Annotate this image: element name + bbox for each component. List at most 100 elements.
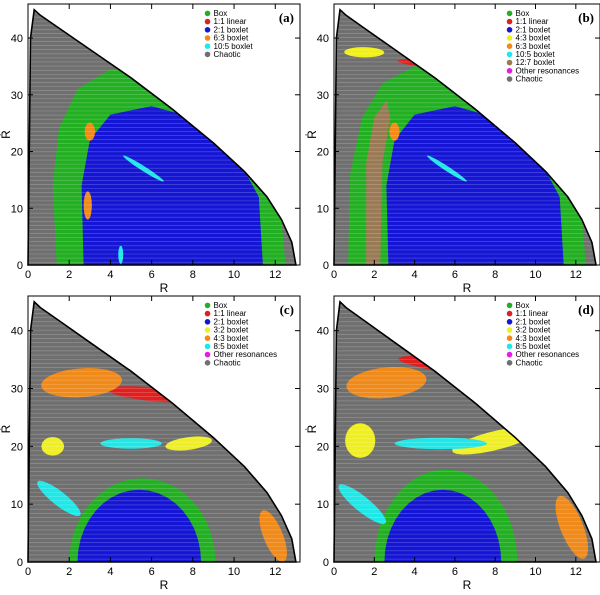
legend-marker [204,18,211,25]
legend-marker [506,43,513,49]
legend-entry: Other resonances [516,350,580,359]
orbit-region-5 [389,122,400,141]
legend-marker [506,351,513,358]
legend-marker [204,27,211,33]
y-tick-label: 20 [317,147,329,159]
y-tick-label: 20 [317,441,329,453]
legend-marker [506,18,513,25]
x-axis-label: R [463,281,472,295]
orbit-region-4 [118,245,124,264]
x-tick-label: 0 [25,566,31,578]
legend-marker [506,51,513,58]
legend-entry: Chaotic [516,358,543,367]
panel-label: (b) [578,10,594,25]
legend-entry: Chaotic [516,75,543,84]
legend-marker [506,76,513,82]
legend-entry: 8:5 boxlet [516,342,551,351]
y-tick-label: 40 [11,33,23,45]
orbit-region-1 [366,100,391,265]
legend-marker [506,335,513,342]
orbit-region-5 [41,437,65,456]
x-tick-label: 4 [107,269,113,281]
y-tick-label: 0 [17,260,23,272]
orbit-region-2 [83,191,92,220]
legend-marker [506,27,513,33]
y-tick-label: 0 [17,557,23,569]
legend-entry: 2:1 boxlet [516,317,551,326]
x-tick-label: 10 [228,269,240,281]
x-tick-label: 12 [570,269,582,281]
orbit-region-1 [81,106,263,265]
y-tick-label: 20 [11,441,23,453]
legend-entry: 1:1 linear [516,17,549,26]
x-tick-label: 0 [331,269,337,281]
legend-entry: Other resonances [214,350,278,359]
legend-entry: 4:3 boxlet [516,34,551,43]
legend-marker [204,319,211,325]
legend-marker [506,343,513,350]
legend-entry: Box [516,301,530,310]
legend-marker [506,319,513,325]
orbit-region-3 [84,122,95,141]
legend-marker [204,310,211,317]
x-tick-label: 2 [66,269,72,281]
y-tick-label: 10 [11,203,23,215]
x-tick-label: 4 [412,269,418,281]
x-tick-label: 0 [331,566,337,578]
orbit-region-4 [555,495,589,559]
x-axis-label: R [160,578,169,590]
axes-frame [27,295,301,563]
panel-label: (a) [279,10,294,25]
region-boundary [27,300,297,563]
legend-marker [204,327,211,333]
legend-marker [506,327,513,333]
legend-entry: 2:1 boxlet [516,25,551,34]
axes-frame [333,295,600,563]
orbit-region-8 [394,437,488,450]
x-tick-label: 12 [269,269,281,281]
legend-entry: 10:5 boxlet [214,42,254,51]
y-axis-label: Ṙ [0,424,13,433]
orbit-region-4 [259,510,287,562]
y-tick-label: 30 [11,384,23,396]
x-tick-label: 4 [412,566,418,578]
legend-entry: 2:1 boxlet [214,25,249,34]
region-boundary [333,8,597,266]
y-axis-label: Ṙ [305,130,319,139]
legend-entry: 1:1 linear [214,17,247,26]
orbit-region-6 [165,436,212,451]
panel-label: (c) [280,302,294,317]
orbit-region-3 [41,368,122,398]
legend-marker [204,51,211,58]
legend-marker [204,43,211,49]
x-tick-label: 12 [269,566,281,578]
y-tick-label: 10 [317,499,329,511]
x-tick-label: 6 [452,269,458,281]
legend-entry: 6:3 boxlet [516,42,551,51]
legend-marker [506,302,513,309]
x-tick-label: 8 [492,566,498,578]
y-tick-label: 30 [317,384,329,396]
orbit-region-8 [100,438,162,449]
x-tick-label: 2 [371,566,377,578]
axes-frame [333,3,600,266]
y-tick-label: 0 [323,557,329,569]
region-boundary [333,300,597,563]
orbit-region-5 [123,155,164,182]
x-tick-label: 8 [492,269,498,281]
legend-marker [204,335,211,342]
x-tick-label: 12 [570,566,582,578]
legend-marker [506,35,513,41]
x-tick-label: 10 [529,566,541,578]
legend-marker [204,35,211,41]
y-tick-label: 0 [323,260,329,272]
legend-entry: 1:1 linear [516,309,549,318]
y-tick-label: 30 [11,90,23,102]
legend-entry: Box [214,9,228,18]
